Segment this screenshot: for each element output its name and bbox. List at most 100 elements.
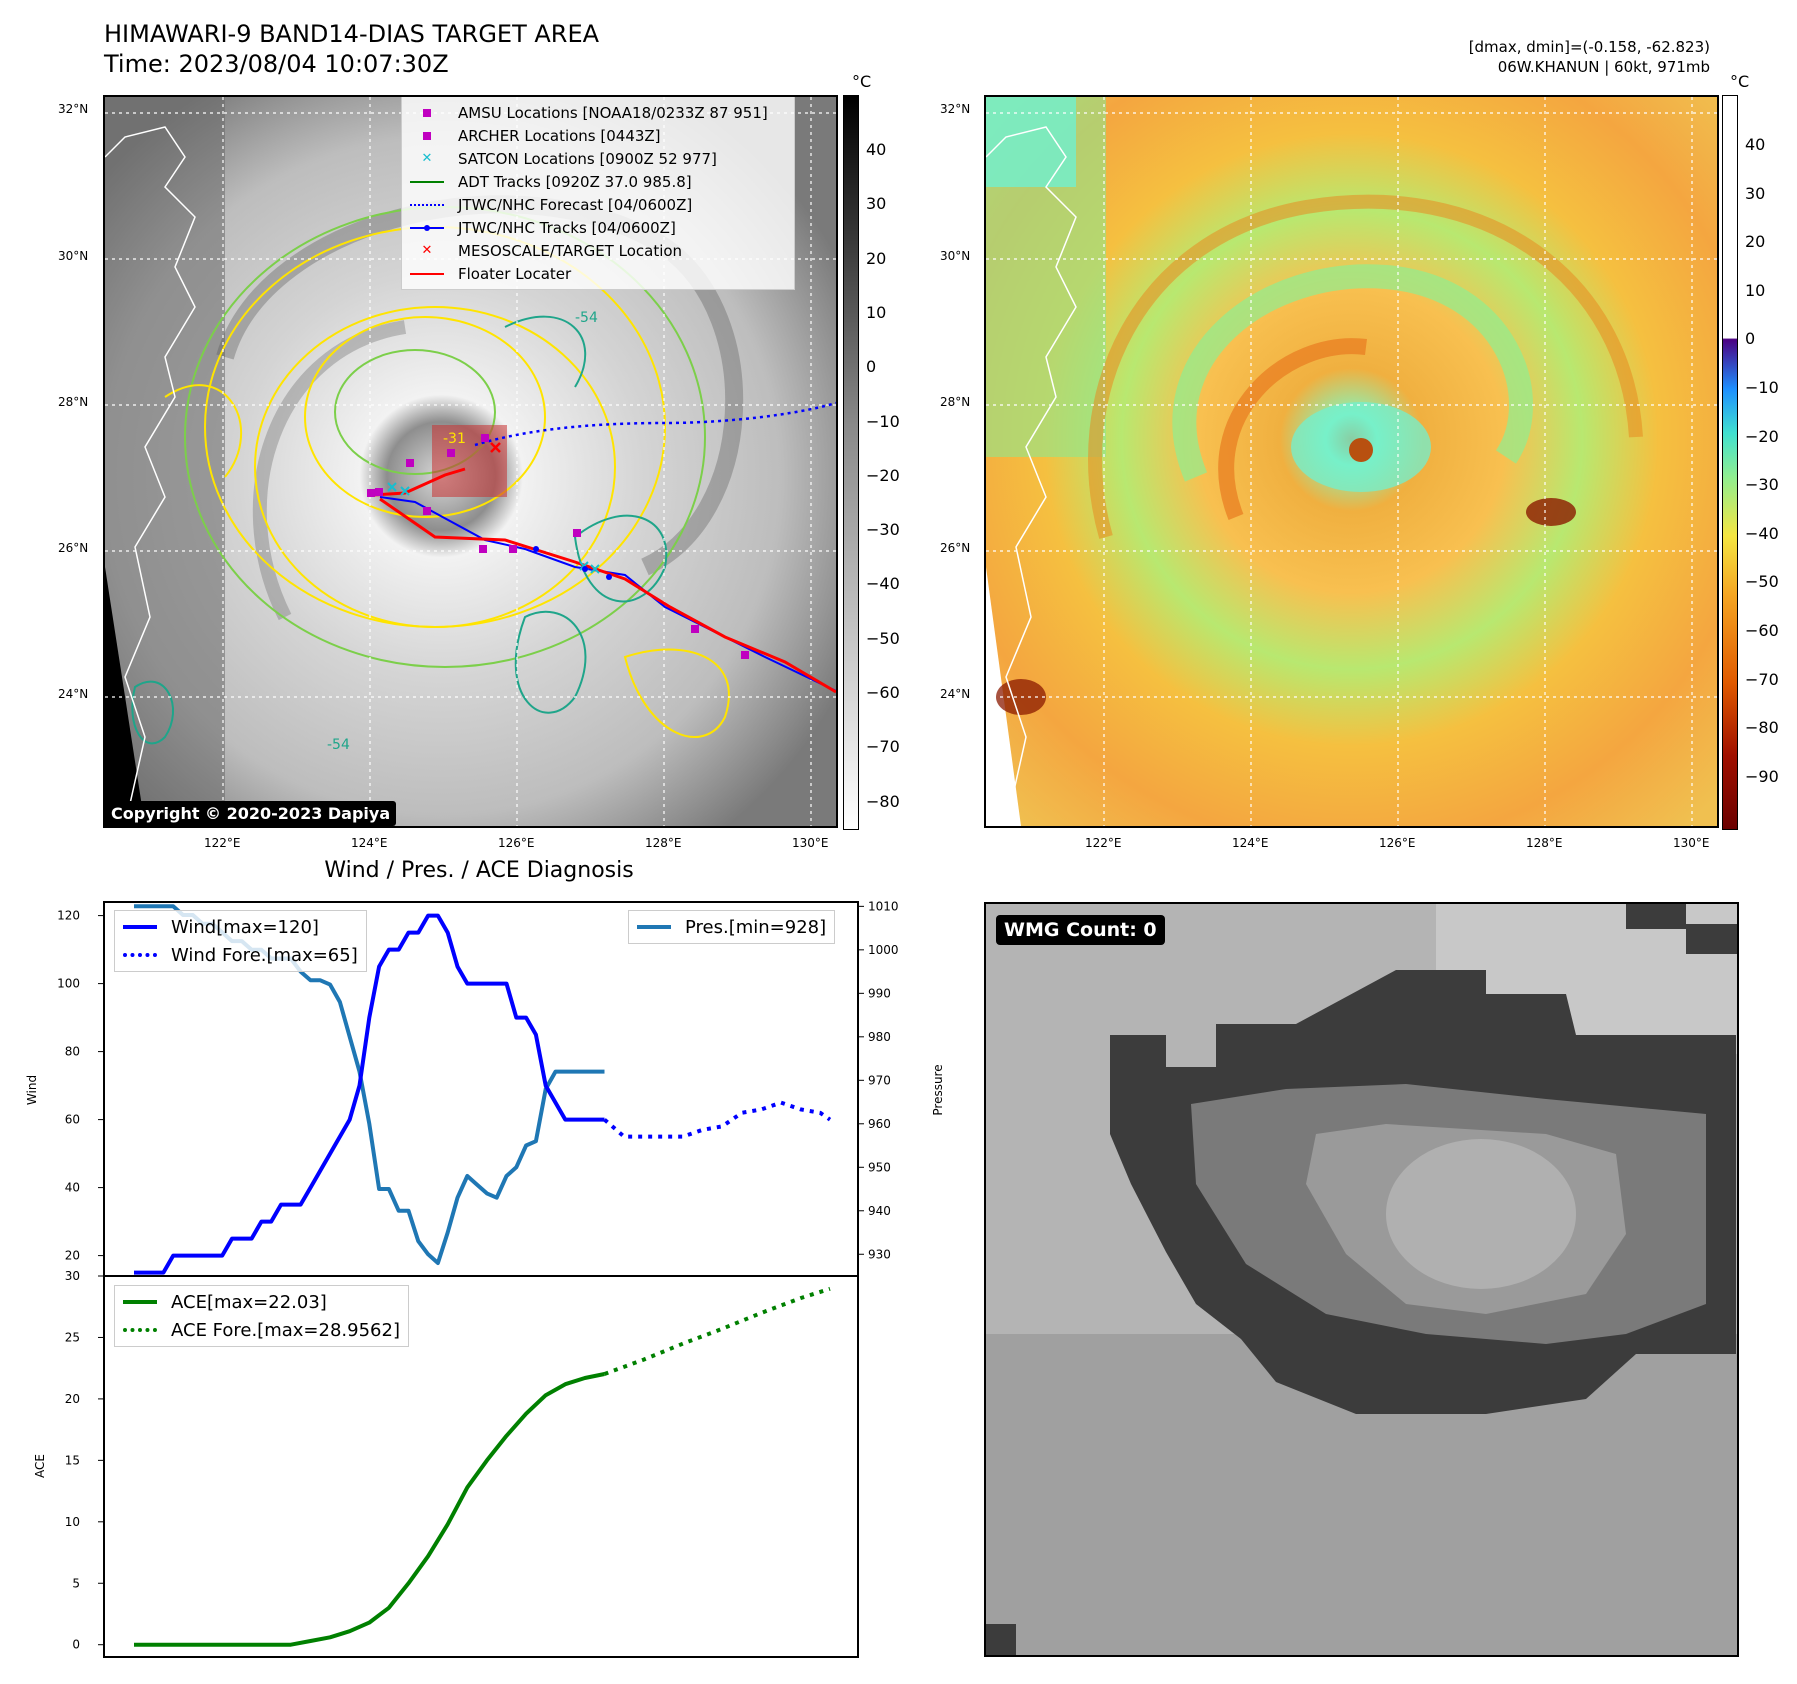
pressure-tick-label: 980 [868,1030,891,1044]
contour-label-54b: -54 [327,737,350,753]
lat-label: 26°N [940,541,971,555]
colorbar-tick-label: −10 [866,411,900,431]
lon-label: 122°E [1085,836,1122,850]
lon-label: 130°E [792,836,829,850]
legend-label: JTWC/NHC Forecast [04/0600Z] [458,195,693,214]
legend-label: MESOSCALE/TARGET Location [458,241,683,260]
map-legend: AMSU Locations [NOAA18/0233Z 87 951] ARC… [401,97,795,290]
wmg-count-badge: WMG Count: 0 [996,915,1165,945]
contour-label-54a: -54 [575,310,598,326]
grayscale-colorbar [843,95,859,830]
ace-series-line [134,1372,605,1647]
ace-tick-label: 25 [65,1330,80,1344]
legend-item: ADT Tracks [0920Z 37.0 985.8] [410,170,784,193]
colorbar-tick-label: 20 [866,248,887,268]
colorbar-tick-label: 30 [1745,183,1766,203]
colorbar-unit: °C [1730,72,1750,91]
legend-item: ACE[max=22.03] [123,1288,400,1316]
legend-item: Floater Locater [410,262,784,285]
diagnosis-title: Wind / Pres. / ACE Diagnosis [324,858,634,883]
lat-label: 32°N [58,102,89,116]
copyright-badge: Copyright © 2020-2023 Dapiya [105,801,397,826]
colorbar-tick-label: 10 [1745,280,1766,300]
legend-item: ACE Fore.[max=28.9562] [123,1316,400,1344]
chart-title-line1: HIMAWARI-9 BAND14-DIAS TARGET AREA [104,20,600,48]
colorbar-tick-label: −40 [1745,523,1779,543]
legend-item: ✕ MESOSCALE/TARGET Location [421,241,683,260]
ace-tick-label: 20 [65,1392,80,1406]
colorbar-tick-label: 40 [866,140,887,159]
colorbar-tick-label: 0 [1745,329,1756,349]
legend-item: Pres.[min=928] [637,913,826,941]
dmax-dmin-label: [dmax, dmin]=(-0.158, -62.823) [1468,38,1710,56]
pressure-tick-label: 960 [868,1117,891,1131]
wind-axis-label: Wind [25,1075,39,1105]
chart-title-line2: Time: 2023/08/04 10:07:30Z [104,50,449,78]
lat-label: 30°N [58,249,89,263]
legend-label: AMSU Locations [NOAA18/0233Z 87 951] [458,103,768,122]
lat-label: 24°N [940,687,971,701]
legend-label: ACE Fore.[max=28.9562] [171,1319,400,1341]
lon-label: 130°E [1673,836,1710,850]
ir-enhanced-image [986,97,1717,826]
lat-label: 30°N [940,249,971,263]
wind-tick-label: 40 [65,1181,80,1195]
legend-item: JTWC/NHC Forecast [04/0600Z] [410,193,784,216]
colorbar-tick-label: −10 [1745,378,1779,397]
pressure-tick-label: 1010 [868,899,899,913]
colorbar-tick-label: 10 [866,302,887,322]
colorbar-tick-label: −70 [866,737,900,757]
ace-tick-label: 10 [65,1515,80,1529]
lon-label: 124°E [1232,836,1269,850]
ace-plot-frame [103,1275,859,1658]
lon-label: 128°E [1526,836,1563,850]
colorbar-tick-label: −50 [1745,572,1779,592]
wind-tick-label: 20 [65,1249,80,1263]
lat-label: 32°N [940,102,971,116]
enhanced-colorbar [1722,95,1738,830]
legend-item: AMSU Locations [NOAA18/0233Z 87 951] [410,101,784,124]
legend-label: Wind[max=120] [171,916,319,938]
wind-series-line [134,913,605,1275]
pressure-tick-label: 950 [868,1160,891,1174]
legend-item: ARCHER Locations [0443Z] [410,124,784,147]
colorbar-tick-label: 0 [866,357,877,377]
wmg-panel: WMG Count: 0 [984,902,1739,1657]
storm-info-label: 06W.KHANUN | 60kt, 971mb [1497,58,1710,76]
pressure-tick-label: 990 [868,986,891,1000]
colorbar-tick-label: −20 [1745,426,1779,446]
colorbar-tick-label: 20 [1745,232,1766,252]
legend-item: Wind[max=120] [123,913,358,941]
colorbar-tick-label: −70 [1745,669,1779,689]
ir-enhanced-map [984,95,1719,828]
legend-label: ARCHER Locations [0443Z] [458,126,661,145]
legend-item: JTWC/NHC Tracks [04/0600Z] [410,216,784,239]
wind-tick-label: 100 [57,977,80,991]
colorbar-tick-label: −30 [1745,475,1779,495]
floater-track-line [372,467,836,694]
colorbar-tick-label: 40 [1745,135,1766,154]
floater-box [432,425,507,497]
legend-label: ACE[max=22.03] [171,1291,327,1313]
colorbar-tick-label: −90 [1745,766,1779,786]
legend-label: JTWC/NHC Tracks [04/0600Z] [458,218,676,237]
legend-item: Wind Fore.[max=65] [123,941,358,969]
legend-item: ✕ SATCON Locations [0900Z 52 977] [421,149,717,168]
legend-label: ADT Tracks [0920Z 37.0 985.8] [458,172,692,191]
colorbar-tick-label: −80 [866,791,900,811]
colorbar-tick-label: −80 [1745,718,1779,738]
ace-axis-label: ACE [33,1454,47,1478]
lat-label: 26°N [58,541,89,555]
ace-tick-label: 15 [65,1453,80,1467]
lon-label: 126°E [1379,836,1416,850]
pressure-axis-label: Pressure [931,1064,945,1115]
ace-tick-label: 0 [72,1638,80,1652]
lon-label: 124°E [351,836,388,850]
pressure-tick-label: 940 [868,1204,891,1218]
ace-tick-label: 30 [65,1269,80,1283]
wind-forecast-series-line [603,1100,832,1139]
ace-legend: ACE[max=22.03] ACE Fore.[max=28.9562] [114,1285,409,1347]
contour-label-31: -31 [443,431,466,447]
colorbar-tick-label: −60 [1745,621,1779,640]
